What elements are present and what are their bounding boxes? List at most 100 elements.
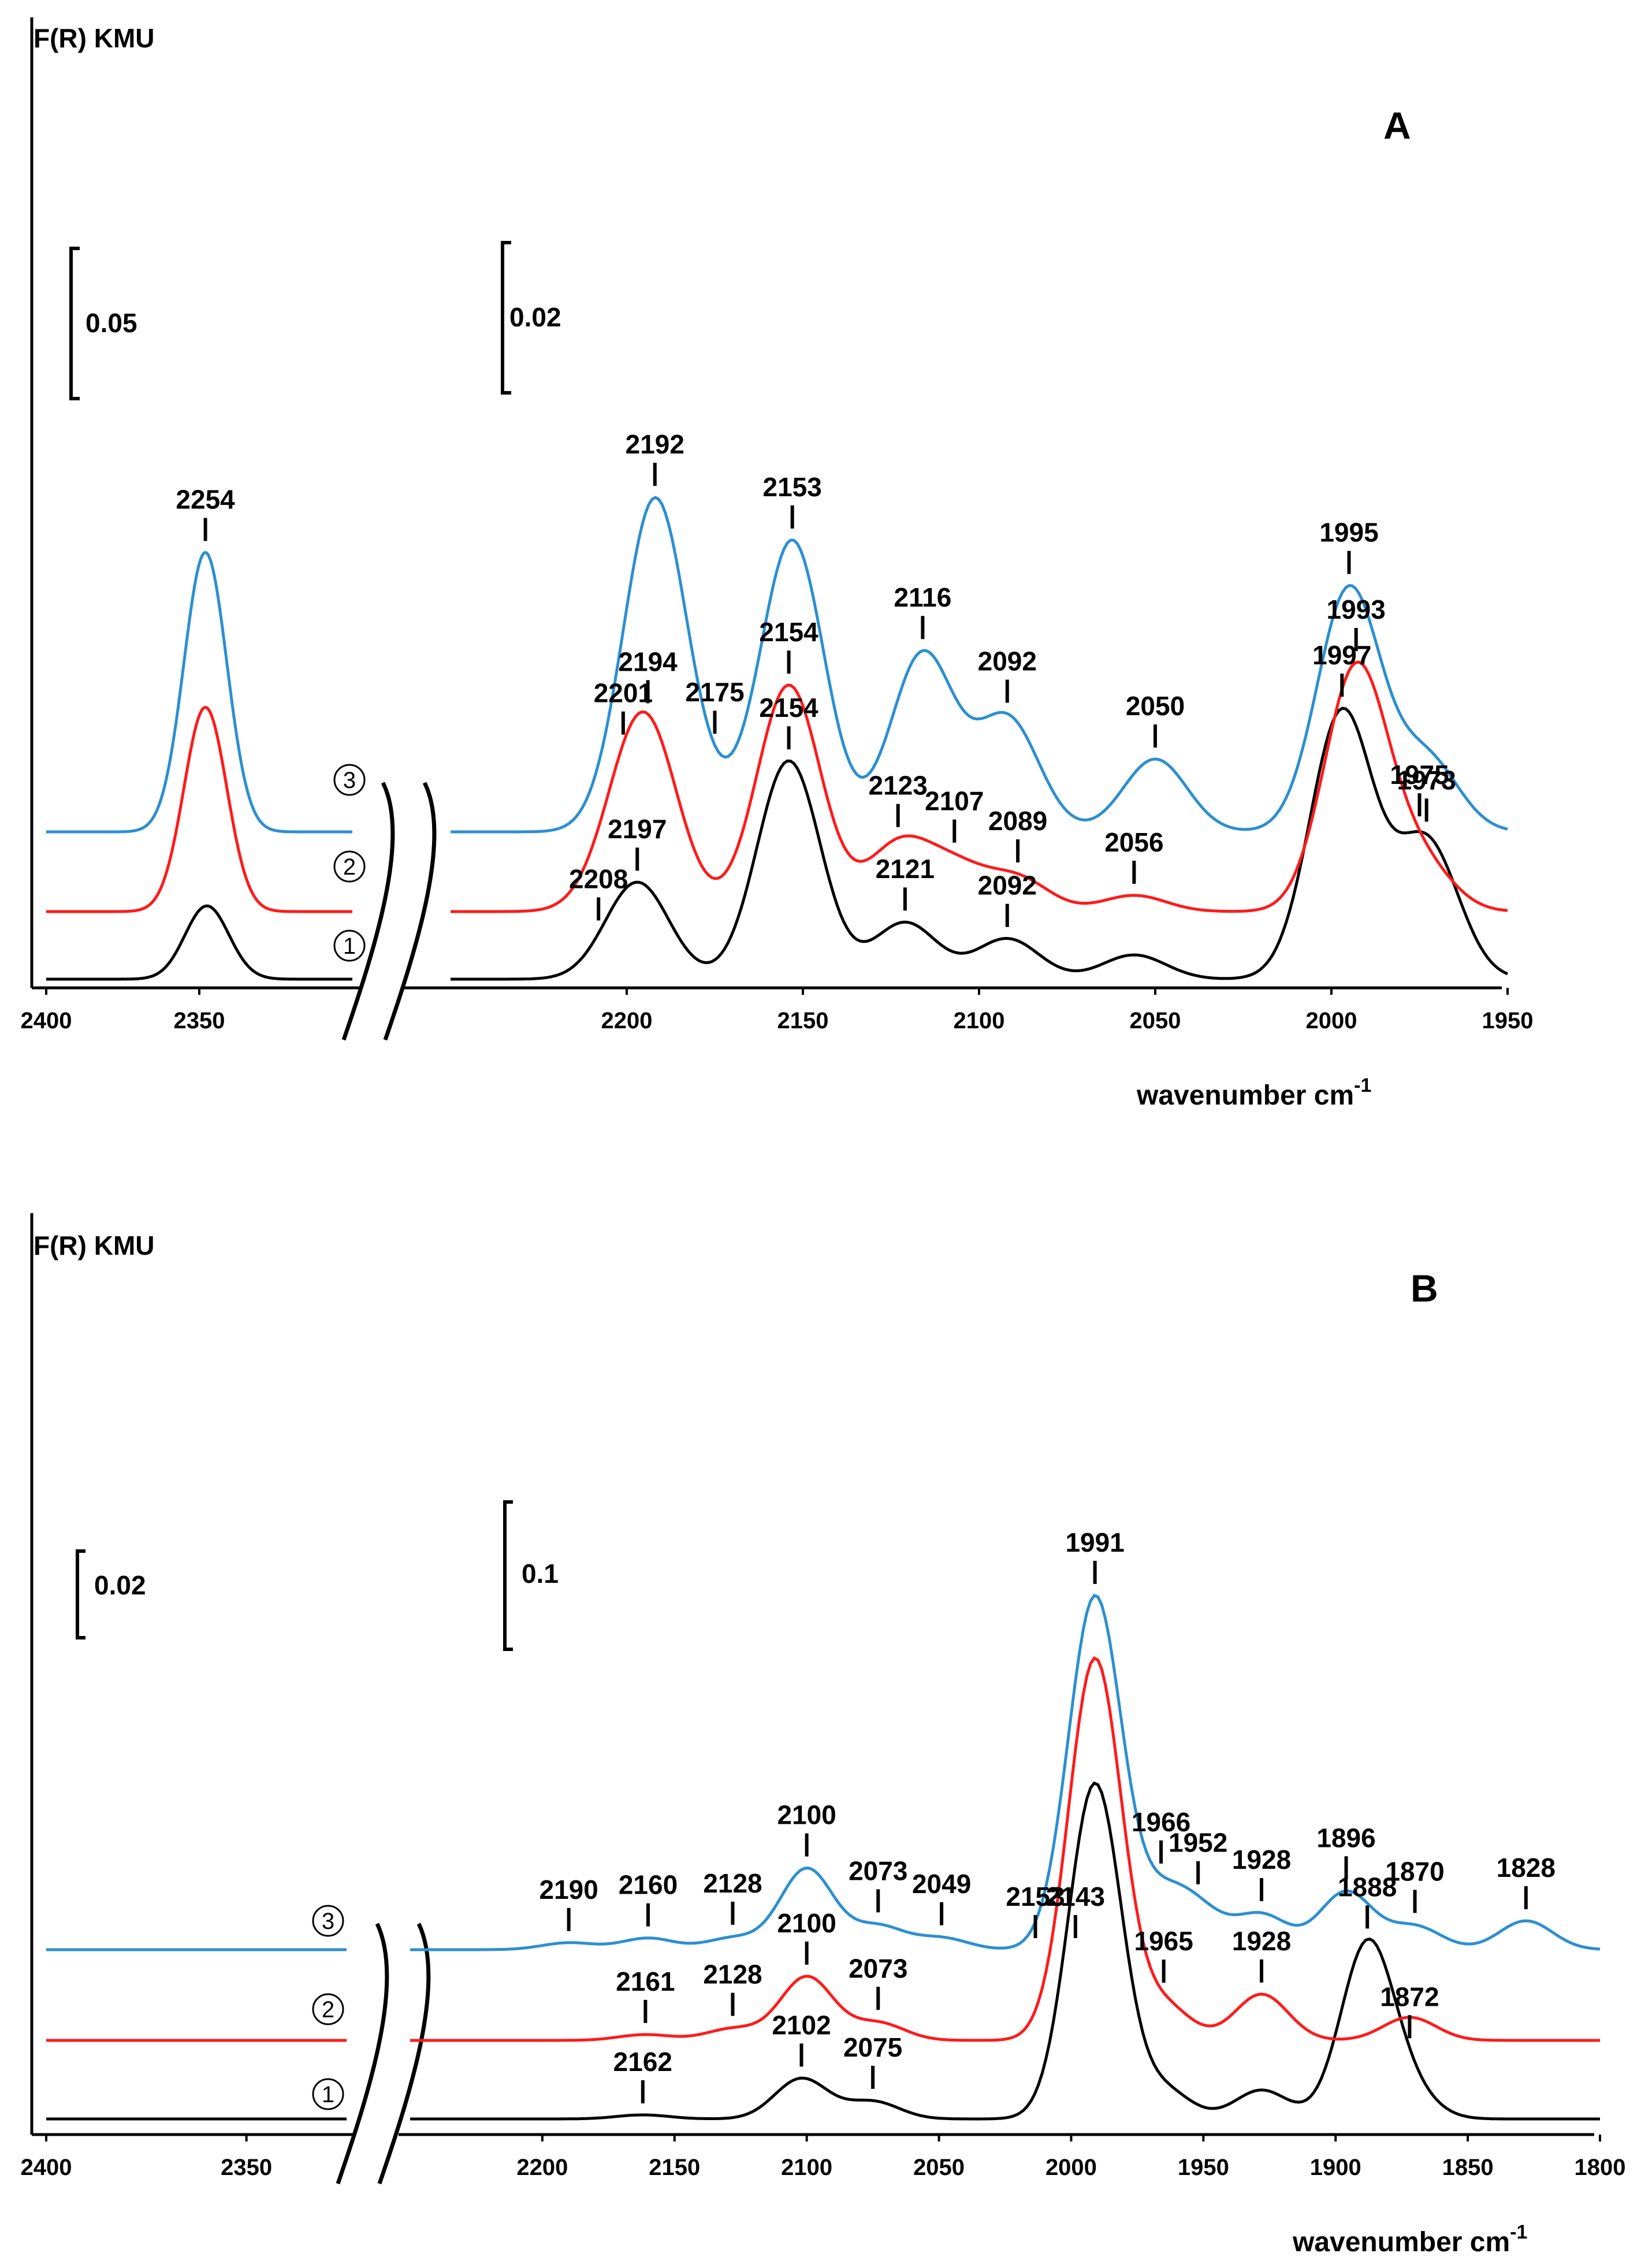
series-3-right-line xyxy=(451,496,1508,834)
scale-bar-b-left xyxy=(76,1549,85,1639)
peak-label: 2128 xyxy=(703,1868,762,1898)
peak-label: 2197 xyxy=(608,814,667,844)
x-axis-label-a: wavenumber cm-1 xyxy=(1136,1074,1371,1111)
peak-label: 1995 xyxy=(1319,518,1378,548)
peak-label: 2153 xyxy=(763,472,822,502)
series-3-left-line xyxy=(46,551,352,834)
peak-label: 2254 xyxy=(176,484,235,514)
x-tick-label: 1800 xyxy=(1575,2155,1626,2180)
peak-label: 2161 xyxy=(616,1966,675,1996)
peak-label: 2143 xyxy=(1046,1882,1105,1912)
peak-label: 2056 xyxy=(1104,827,1163,857)
x-ticks-b: 2400 2350 2200 2150 2100 2050 2000 1950 1900 1850… xyxy=(21,2135,1626,2180)
peak-label: 2123 xyxy=(869,771,928,801)
peak-label: 1870 xyxy=(1385,1856,1444,1886)
peak-label: 2201 xyxy=(594,678,653,708)
peak-label: 1928 xyxy=(1232,1926,1291,1956)
x-tick-label: 2350 xyxy=(221,2155,272,2180)
scale-bar-a-right xyxy=(501,241,511,395)
peak-label: 2116 xyxy=(894,582,952,612)
peak-label: 2089 xyxy=(988,806,1047,836)
curves-a xyxy=(46,496,1509,981)
peak-label: 1997 xyxy=(1312,640,1371,670)
svg-text:1: 1 xyxy=(322,2082,334,2107)
peak-label: 2190 xyxy=(539,1875,598,1905)
peak-label: 1991 xyxy=(1065,1527,1124,1557)
scale-bar-a-left xyxy=(69,247,80,400)
peak-label: 2049 xyxy=(912,1869,971,1899)
peak-label: 2092 xyxy=(978,646,1037,676)
peak-label: 2073 xyxy=(849,1856,907,1886)
svg-text:3: 3 xyxy=(343,768,356,793)
svg-text:2: 2 xyxy=(322,1997,334,2022)
scale-bar-b-right xyxy=(503,1500,513,1651)
peak-label: 2194 xyxy=(618,646,678,676)
peak-label: 2102 xyxy=(772,2010,831,2040)
peak-label: 2153 xyxy=(1006,1882,1065,1912)
scale-bar-b-right-label: 0.1 xyxy=(522,1559,559,1589)
curve-id-b-1: 1 xyxy=(312,2078,344,2110)
peak-label: 1888 xyxy=(1338,1872,1397,1902)
x-tick-label: 2100 xyxy=(954,1008,1005,1033)
peak-label: 1872 xyxy=(1380,1981,1439,2012)
x-tick-label: 2150 xyxy=(649,2155,700,2180)
peak-label: 2162 xyxy=(613,2047,672,2077)
peak-label: 1928 xyxy=(1232,1845,1291,1875)
x-tick-label: 2400 xyxy=(21,1008,72,1033)
peak-label: 1975 xyxy=(1390,760,1449,790)
x-tick-label: 2000 xyxy=(1306,1008,1357,1033)
peak-label: 1896 xyxy=(1316,1823,1375,1853)
peak-label: 2092 xyxy=(978,871,1037,901)
peak-label: 2121 xyxy=(876,854,935,884)
peak-label: 2107 xyxy=(925,786,984,816)
x-tick-label: 2050 xyxy=(913,2155,965,2180)
peak-label: 2075 xyxy=(843,2032,902,2062)
x-tick-label: 1850 xyxy=(1442,2155,1494,2180)
curve-id-a-1: 1 xyxy=(333,929,366,962)
svg-text:3: 3 xyxy=(322,1909,334,1934)
x-tick-label: 2150 xyxy=(777,1008,829,1033)
x-tick-label: 2100 xyxy=(781,2155,832,2180)
panel-a: F(R) KMU A wavenumber cm-1 0.05 0.02 3 2… xyxy=(21,17,1534,1111)
peak-label: 2192 xyxy=(626,429,684,459)
curve-id-b-3: 3 xyxy=(312,1905,344,1937)
peak-label: 1973 xyxy=(1397,765,1456,795)
x-tick-label: 2400 xyxy=(21,2155,72,2180)
peak-label: 1828 xyxy=(1497,1853,1556,1883)
panel-label-a: A xyxy=(1383,104,1411,147)
peak-label: 2128 xyxy=(703,1960,762,1990)
x-tick-label: 2200 xyxy=(516,2155,568,2180)
x-tick-label: 2350 xyxy=(174,1008,225,1033)
x-tick-label: 1950 xyxy=(1482,1008,1534,1033)
x-tick-label: 2200 xyxy=(601,1008,653,1033)
series-2-right-line xyxy=(410,1656,1600,2042)
series-1-right-line xyxy=(410,1781,1600,2121)
curve-id-a-2: 2 xyxy=(333,850,366,883)
peak-label: 2160 xyxy=(619,1870,678,1900)
peak-label: 1966 xyxy=(1132,1807,1190,1837)
svg-text:1: 1 xyxy=(343,934,356,959)
axis-break-b-1 xyxy=(336,1923,389,2185)
panel-label-b: B xyxy=(1411,1267,1438,1310)
x-tick-label: 2050 xyxy=(1130,1008,1181,1033)
peak-label: 2175 xyxy=(685,677,744,707)
peak-label: 2050 xyxy=(1126,691,1185,721)
panel-b: F(R) KMU B wavenumber cm-1 0.02 0.1 3 2 … xyxy=(21,1213,1626,2258)
peak-label: 1965 xyxy=(1134,1926,1193,1956)
series-3-right-line xyxy=(410,1593,1601,1951)
series-2-left-line xyxy=(46,706,352,913)
peak-label: 2100 xyxy=(777,1908,836,1938)
peak-label: 2073 xyxy=(849,1953,907,1983)
x-tick-label: 1950 xyxy=(1178,2155,1229,2180)
annotations-a: 2254 2192 2153 2175 2116 2092 2050 1995 1993 2201… xyxy=(176,429,1456,927)
curves-b xyxy=(46,1593,1601,2121)
y-axis-label-b: F(R) KMU xyxy=(34,1230,155,1261)
y-axis-label-a: F(R) KMU xyxy=(34,23,155,53)
axis-break-a-2 xyxy=(383,782,437,1041)
curve-id-b-2: 2 xyxy=(312,1993,344,2025)
curve-id-a-3: 3 xyxy=(333,764,366,796)
x-ticks-a: 2400 2350 2200 2150 2100 2050 2000 1950 xyxy=(21,988,1534,1033)
scale-bar-b-left-label: 0.02 xyxy=(94,1570,146,1600)
